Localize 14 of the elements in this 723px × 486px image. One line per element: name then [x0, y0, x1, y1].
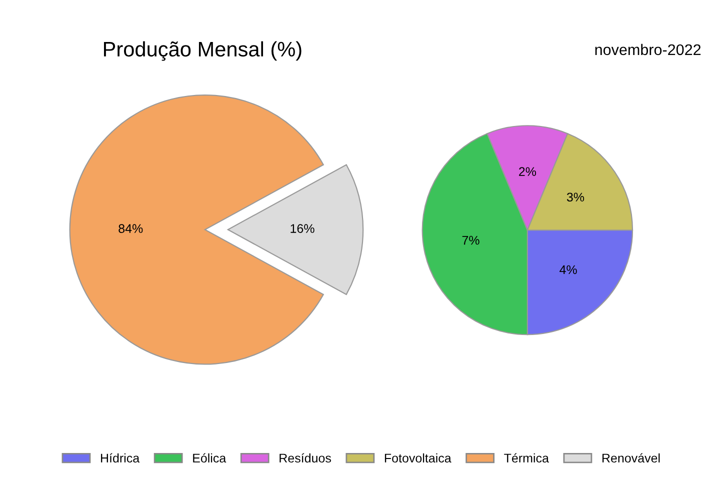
legend-label: Hídrica [101, 453, 140, 463]
legend-label: Renovável [602, 453, 660, 463]
legend-label: Eólica [193, 453, 226, 463]
data-label: 2% [519, 167, 536, 176]
data-label: 3% [566, 192, 584, 202]
legend-label: Fotovoltaica [384, 453, 452, 463]
chart-title: Produção Mensal (%) [104, 41, 302, 61]
data-label: 4% [560, 265, 577, 274]
legend-label: Térmica [504, 453, 549, 463]
data-label: 84% [118, 224, 143, 233]
data-label: 16% [290, 224, 314, 233]
legend-label: Resíduos [280, 453, 331, 463]
chart-title: novembro-2022 [595, 44, 701, 56]
data-label: 7% [462, 236, 480, 245]
